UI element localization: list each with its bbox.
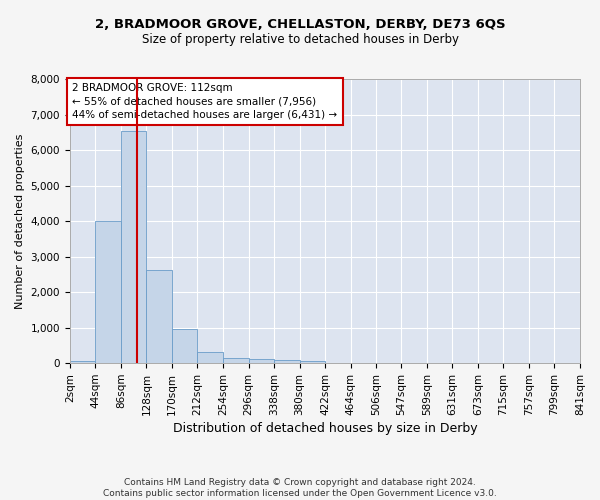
X-axis label: Distribution of detached houses by size in Derby: Distribution of detached houses by size … [173, 422, 477, 435]
Bar [274, 360, 299, 363]
Y-axis label: Number of detached properties: Number of detached properties [15, 134, 25, 309]
Bar [223, 358, 248, 363]
Bar [248, 360, 274, 363]
Text: 2, BRADMOOR GROVE, CHELLASTON, DERBY, DE73 6QS: 2, BRADMOOR GROVE, CHELLASTON, DERBY, DE… [95, 18, 505, 30]
Bar [146, 270, 172, 363]
Text: Contains HM Land Registry data © Crown copyright and database right 2024.
Contai: Contains HM Land Registry data © Crown c… [103, 478, 497, 498]
Text: 2 BRADMOOR GROVE: 112sqm
← 55% of detached houses are smaller (7,956)
44% of sem: 2 BRADMOOR GROVE: 112sqm ← 55% of detach… [73, 84, 337, 120]
Bar [121, 131, 146, 363]
Bar [172, 330, 197, 363]
Bar [299, 361, 325, 363]
Bar [70, 360, 95, 363]
Bar [197, 352, 223, 363]
Bar [95, 221, 121, 363]
Text: Size of property relative to detached houses in Derby: Size of property relative to detached ho… [142, 32, 458, 46]
